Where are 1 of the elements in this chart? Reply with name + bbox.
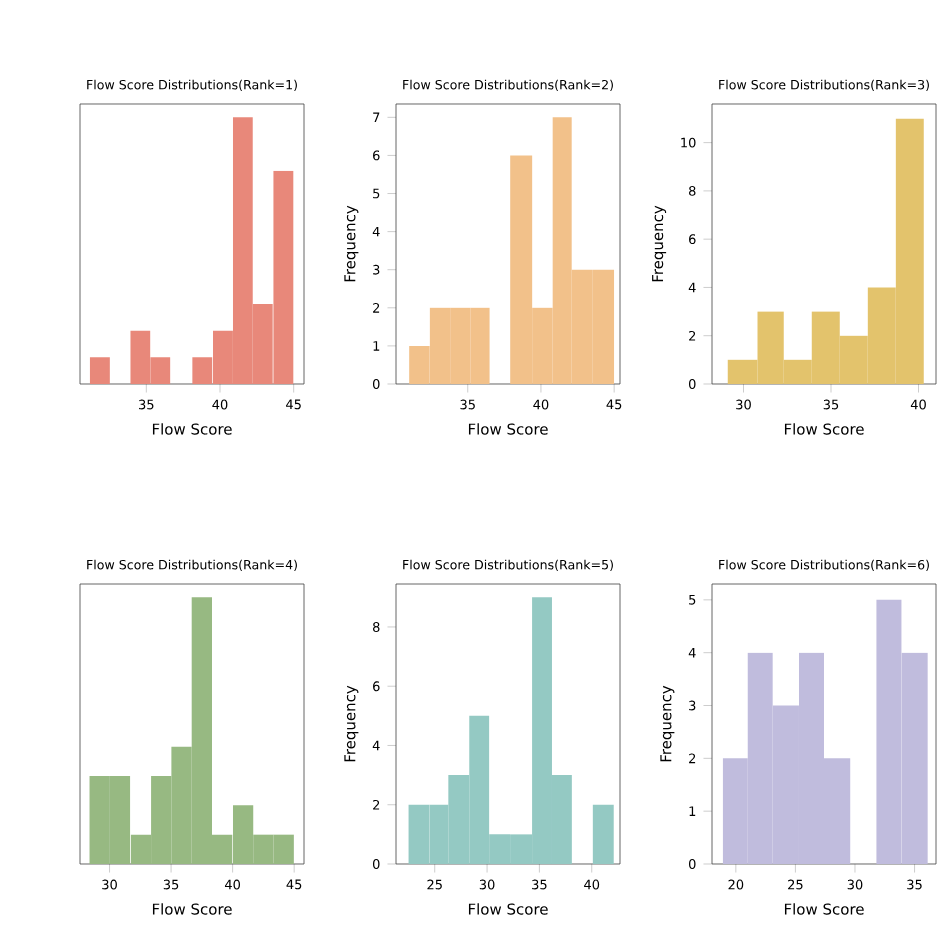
bar: [89, 357, 110, 384]
